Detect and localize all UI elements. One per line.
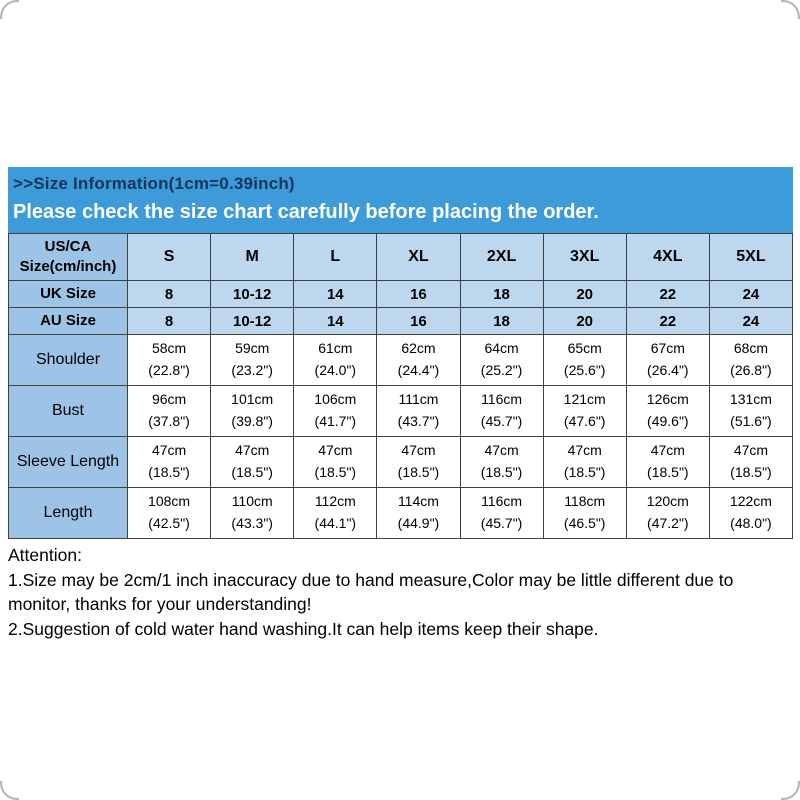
table-cell: 114cm (44.9") (376, 487, 461, 539)
table-cell: 68cm (26.8") (708, 334, 794, 386)
table-cell: 131cm (51.6") (708, 385, 794, 437)
measure-row-0: Shoulder 58cm (22.8") 59cm (23.2") 61cm (24… (8, 334, 794, 386)
attention-title: Attention: (8, 545, 82, 565)
row-label: AU Size (8, 307, 128, 335)
table-cell: 24 (708, 307, 794, 335)
row-label: Length (8, 487, 128, 539)
column-header-2xl: 2XL (459, 233, 544, 281)
table-cell: 116cm (45.7") (459, 487, 544, 539)
table-cell: 14 (293, 307, 378, 335)
row-label: Bust (8, 385, 128, 437)
attention-section: Attention: 1.Size may be 2cm/1 inch inac… (8, 543, 793, 642)
image-corner-decoration (0, 0, 19, 19)
table-cell: 47cm (18.5") (708, 436, 794, 488)
table-cell: 18 (459, 280, 544, 308)
size-table: US/CA Size(cm/inch) S M L XL 2XL 3XL 4XL 5XL UK S… (8, 233, 794, 539)
banner: >>Size Information(1cm=0.39inch) Please … (8, 167, 793, 233)
table-cell: 8 (126, 307, 212, 335)
size-information-title: >>Size Information(1cm=0.39inch) (13, 174, 295, 193)
table-cell: 62cm (24.4") (376, 334, 461, 386)
table-cell: 22 (625, 307, 710, 335)
measure-row-2: Sleeve Length 47cm (18.5") 47cm (18.5") 47c… (8, 436, 794, 488)
table-cell: 106cm (41.7") (293, 385, 378, 437)
table-cell: 16 (376, 280, 461, 308)
table-cell: 101cm (39.8") (210, 385, 295, 437)
table-cell: 59cm (23.2") (210, 334, 295, 386)
column-header-4xl: 4XL (625, 233, 710, 281)
table-cell: 8 (126, 280, 212, 308)
column-header-l: L (293, 233, 378, 281)
row-label: UK Size (8, 280, 128, 308)
table-cell: 61cm (24.0") (293, 334, 378, 386)
table-cell: 122cm (48.0") (708, 487, 794, 539)
table-cell: 24 (708, 280, 794, 308)
measure-row-3: Length 108cm (42.5") 110cm (43.3") 112cm (4… (8, 487, 794, 539)
table-cell: 64cm (25.2") (459, 334, 544, 386)
column-header-xl: XL (376, 233, 461, 281)
column-header-3xl: 3XL (542, 233, 627, 281)
size-row-1: AU Size 8 10-12 14 16 18 20 22 24 (8, 307, 794, 335)
table-cell: 121cm (47.6") (542, 385, 627, 437)
column-header-5xl: 5XL (708, 233, 794, 281)
table-header-row: US/CA Size(cm/inch) S M L XL 2XL 3XL 4XL 5XL (8, 233, 794, 281)
table-cell: 120cm (47.2") (625, 487, 710, 539)
table-cell: 18 (459, 307, 544, 335)
column-header-m: M (210, 233, 295, 281)
table-cell: 58cm (22.8") (126, 334, 212, 386)
table-cell: 47cm (18.5") (376, 436, 461, 488)
size-chart-page: >>Size Information(1cm=0.39inch) Please … (8, 167, 794, 643)
measure-row-1: Bust 96cm (37.8") 101cm (39.8") 106cm (41.7… (8, 385, 794, 437)
table-cell: 22 (625, 280, 710, 308)
table-cell: 20 (542, 307, 627, 335)
table-cell: 126cm (49.6") (625, 385, 710, 437)
attention-line-2: 2.Suggestion of cold water hand washing.… (8, 619, 599, 640)
table-cell: 116cm (45.7") (459, 385, 544, 437)
image-corner-decoration (781, 781, 800, 800)
table-cell: 10-12 (210, 307, 295, 335)
table-cell: 14 (293, 280, 378, 308)
table-cell: 118cm (46.5") (542, 487, 627, 539)
table-cell: 108cm (42.5") (126, 487, 212, 539)
attention-line-1: 1.Size may be 2cm/1 inch inaccuracy due … (8, 570, 734, 615)
table-cell: 67cm (26.4") (625, 334, 710, 386)
table-cell: 47cm (18.5") (625, 436, 710, 488)
image-corner-decoration (0, 781, 19, 800)
table-cell: 111cm (43.7") (376, 385, 461, 437)
table-cell: 112cm (44.1") (293, 487, 378, 539)
table-cell: 20 (542, 280, 627, 308)
row-label: Sleeve Length (8, 436, 128, 488)
table-cell: 47cm (18.5") (126, 436, 212, 488)
table-cell: 47cm (18.5") (459, 436, 544, 488)
image-corner-decoration (781, 0, 800, 19)
size-chart-notice: Please check the size chart carefully be… (13, 201, 599, 223)
corner-header-cell: US/CA Size(cm/inch) (8, 233, 128, 281)
size-row-0: UK Size 8 10-12 14 16 18 20 22 24 (8, 280, 794, 308)
table-cell: 16 (376, 307, 461, 335)
table-cell: 110cm (43.3") (210, 487, 295, 539)
column-header-s: S (126, 233, 212, 281)
table-cell: 10-12 (210, 280, 295, 308)
table-cell: 65cm (25.6") (542, 334, 627, 386)
table-cell: 47cm (18.5") (293, 436, 378, 488)
table-cell: 47cm (18.5") (542, 436, 627, 488)
table-cell: 47cm (18.5") (210, 436, 295, 488)
table-cell: 96cm (37.8") (126, 385, 212, 437)
row-label: Shoulder (8, 334, 128, 386)
